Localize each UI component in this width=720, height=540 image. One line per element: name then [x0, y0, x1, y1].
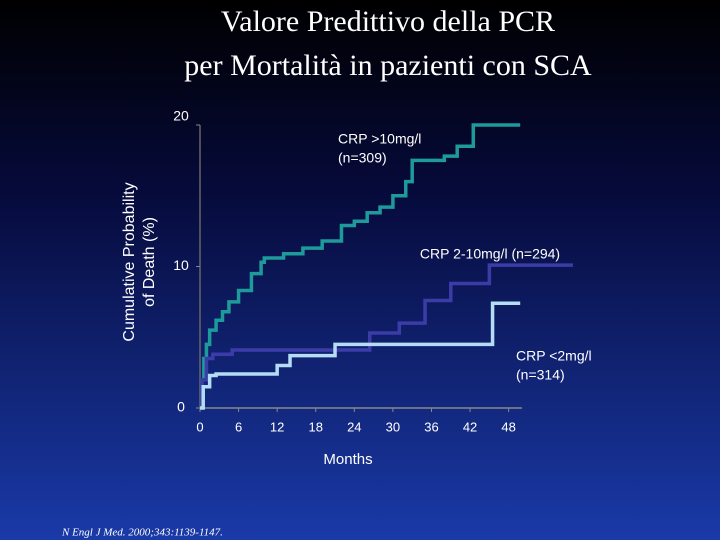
survival-curve	[200, 301, 521, 410]
x-tick-label: 18	[309, 419, 323, 434]
y-tick-label: 20	[173, 108, 189, 124]
curve-label: CRP 2-10mg/l (n=294)	[420, 246, 560, 262]
curve-label: CRP >10mg/l	[338, 131, 421, 147]
x-tick-label: 6	[235, 419, 242, 434]
x-tick-label: 36	[424, 419, 438, 434]
x-tick-label: 12	[270, 419, 284, 434]
x-tick-label: 0	[196, 419, 203, 434]
survival-curve	[200, 123, 521, 410]
title: per Mortalità in pazienti con SCA	[184, 49, 592, 82]
y-tick-label: 0	[177, 399, 185, 415]
x-tick-label: 48	[501, 419, 515, 434]
y-axis-title-line: of Death (%)	[141, 217, 158, 307]
source: N Engl J Med. 2000;343:1139-1147.	[61, 527, 223, 539]
x-axis-title: Months	[323, 451, 372, 468]
title: Valore Predittivo della PCR	[221, 5, 555, 38]
x-tick-label: 42	[463, 419, 477, 434]
survival-curve	[200, 263, 573, 410]
y-axis-title-line: Cumulative Probability	[121, 182, 138, 341]
curve-label: CRP <2mg/l	[516, 348, 592, 364]
curve-label: (n=314)	[516, 367, 565, 383]
y-axis-title: Cumulative Probability of Death (%)	[121, 182, 158, 341]
curve-label: (n=309)	[338, 150, 387, 166]
x-tick-label: 30	[386, 419, 400, 434]
y-tick-label: 10	[173, 257, 189, 273]
x-tick-label: 24	[347, 419, 361, 434]
